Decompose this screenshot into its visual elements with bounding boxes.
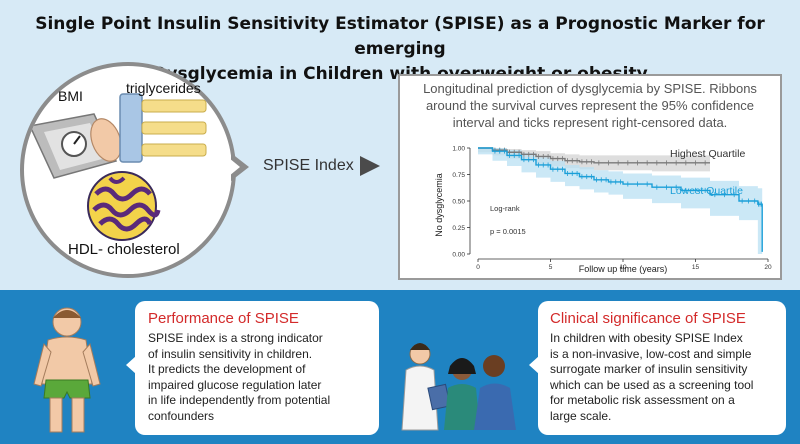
performance-line-6: confounders: [148, 408, 215, 423]
bmi-label: BMI: [58, 88, 83, 104]
survival-chart: 0.00 0.25 0.50 0.75 1.00 0 5 10 15 20 No dysglyce…: [434, 146, 772, 275]
clinical-line-5: for metabolic risk assessment on a: [550, 393, 735, 407]
performance-card-pointer: [126, 356, 136, 374]
clinical-title: Clinical significance of SPISE: [550, 310, 746, 327]
clinical-card: [538, 301, 786, 435]
performance-line-2: of insulin sensitivity in children.: [148, 346, 313, 361]
chart-caption: Longitudinal prediction of dysglycemia b…: [402, 80, 778, 131]
clinical-line-3: surrogate marker of insulin sensitivity: [550, 362, 748, 376]
spise-index-label: SPISE Index: [263, 157, 354, 174]
legend-lowest-quartile: Lowest Quartile: [670, 185, 743, 197]
clinical-line-2: is a non-invasive, low-cost and simple: [550, 346, 752, 361]
performance-title: Performance of SPISE: [148, 310, 299, 327]
y-tick-label: 1.00: [452, 146, 465, 153]
chart-caption-line-1: Longitudinal prediction of dysglycemia b…: [423, 81, 757, 96]
bmi-scale-icon: [28, 113, 122, 179]
clinical-line-6: large scale.: [550, 408, 612, 423]
title-line-1: Single Point Insulin Sensitivity Estimat…: [35, 14, 765, 59]
chart-annotation-pvalue: p = 0.0015: [490, 227, 526, 236]
chart-y-axis-label: No dysglycemia: [434, 173, 444, 237]
y-tick-label: 0.50: [452, 199, 465, 206]
y-tick-label: 0.00: [452, 252, 465, 259]
y-tick-label: 0.25: [452, 225, 465, 232]
clinical-line-1: In children with obesity SPISE Index: [550, 331, 743, 345]
x-tick-label: 10: [619, 264, 627, 271]
chart-x-axis-label: Follow up time (years): [579, 264, 668, 274]
doctor-family-illustration: [401, 343, 516, 431]
x-tick-label: 15: [692, 264, 700, 271]
performance-line-3: It predicts the development of: [148, 362, 306, 376]
performance-text: SPISE index is a strong indicator of ins…: [148, 331, 374, 424]
legend-highest-quartile: Highest Quartile: [670, 148, 745, 160]
chart-caption-line-3: interval and ticks represent right-censo…: [452, 115, 728, 130]
arrow-right-icon: [360, 156, 380, 176]
markers-illustration: [28, 93, 207, 241]
x-tick-label: 0: [476, 264, 480, 271]
y-tick-label: 0.75: [452, 172, 465, 179]
x-tick-label: 5: [549, 264, 553, 271]
performance-line-1: SPISE index is a strong indicator: [148, 331, 323, 345]
chart-caption-line-2: around the survival curves represent the…: [425, 98, 755, 113]
hdl-label: HDL- cholesterol: [68, 241, 180, 258]
triglycerides-icon: [119, 93, 207, 163]
markers-circle: [20, 62, 236, 278]
hdl-particle-icon: [87, 171, 161, 241]
clinical-line-4: which can be used as a screening tool: [550, 377, 754, 392]
triglycerides-label: triglycerides: [126, 80, 201, 96]
performance-card: [135, 301, 379, 435]
curve-lowest-quartile: [478, 147, 763, 252]
performance-line-5: in life independently from potential: [148, 393, 331, 407]
clinical-card-pointer: [529, 356, 539, 374]
ribbon-lowest-quartile: [478, 148, 763, 254]
child-illustration: [33, 307, 101, 433]
performance-line-4: impaired glucose regulation later: [148, 377, 322, 392]
x-tick-label: 20: [764, 264, 772, 271]
chart-annotation-logrank: Log-rank: [490, 204, 520, 213]
clinical-text: In children with obesity SPISE Index is …: [550, 331, 782, 424]
circle-pointer-inner: [229, 158, 240, 176]
